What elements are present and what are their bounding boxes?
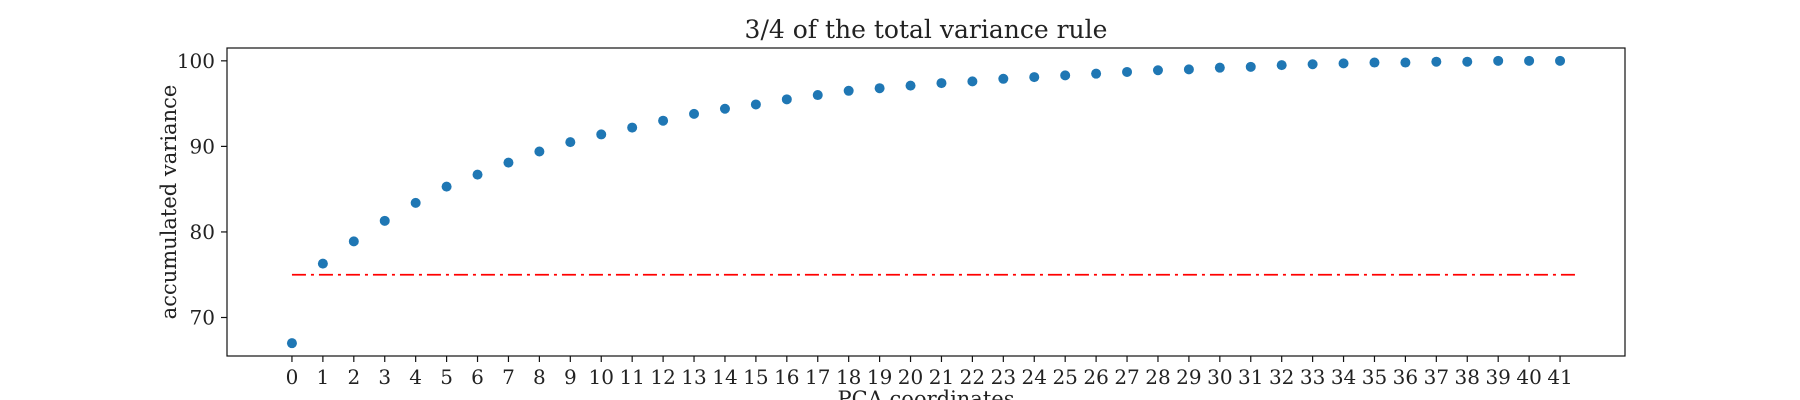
x-tick-label: 34 [1331, 365, 1356, 389]
data-point [503, 158, 513, 168]
x-tick-label: 1 [317, 365, 330, 389]
x-tick-label: 18 [836, 365, 861, 389]
data-point [473, 170, 483, 180]
x-tick-label: 14 [712, 365, 737, 389]
plot-area-frame [227, 48, 1625, 356]
data-point [1369, 58, 1379, 68]
data-point [875, 83, 885, 93]
data-point [844, 86, 854, 96]
data-point [813, 90, 823, 100]
x-tick-label: 26 [1083, 365, 1108, 389]
x-tick-label: 20 [898, 365, 923, 389]
x-tick-label: 12 [650, 365, 675, 389]
x-tick-label: 3 [378, 365, 391, 389]
x-tick-label: 28 [1145, 365, 1170, 389]
data-point [1029, 72, 1039, 82]
x-tick-label: 29 [1176, 365, 1201, 389]
data-point [287, 338, 297, 348]
x-tick-label: 21 [929, 365, 954, 389]
data-point [534, 147, 544, 157]
x-tick-label: 27 [1114, 365, 1139, 389]
data-point [1339, 58, 1349, 68]
x-tick-label: 36 [1393, 365, 1418, 389]
data-point [596, 129, 606, 139]
data-point [411, 198, 421, 208]
data-point [627, 123, 637, 133]
x-tick-label: 38 [1455, 365, 1480, 389]
data-point [720, 104, 730, 114]
data-point [658, 116, 668, 126]
x-tick-label: 23 [991, 365, 1016, 389]
chart-title: 3/4 of the total variance rule [745, 15, 1108, 44]
x-tick-label: 30 [1207, 365, 1232, 389]
data-point [1524, 56, 1534, 66]
y-axis-label: accumulated variance [157, 85, 181, 320]
data-point [1246, 62, 1256, 72]
x-tick-label: 33 [1300, 365, 1325, 389]
x-tick-label: 19 [867, 365, 892, 389]
x-axis-ticks: 0 1 2 3 4 5 6 7 8 9 10 11 12 13 14 15 16 17 18 19 20 21 22 23 24… [286, 356, 1573, 389]
data-point [1122, 67, 1132, 77]
data-point [1493, 56, 1503, 66]
x-tick-label: 39 [1485, 365, 1510, 389]
y-axis-ticks: 70 80 90 100 [177, 49, 227, 330]
data-point [1215, 63, 1225, 73]
data-point [380, 216, 390, 226]
data-point [1184, 64, 1194, 74]
data-point [998, 74, 1008, 84]
data-point [1277, 60, 1287, 70]
y-tick-label: 80 [190, 220, 215, 244]
x-tick-label: 16 [774, 365, 799, 389]
data-point [782, 94, 792, 104]
x-tick-label: 15 [743, 365, 768, 389]
data-point [1153, 65, 1163, 75]
x-tick-label: 35 [1362, 365, 1387, 389]
data-point [1462, 57, 1472, 67]
x-tick-label: 6 [471, 365, 484, 389]
x-tick-label: 10 [589, 365, 614, 389]
data-point [936, 78, 946, 88]
x-tick-label: 5 [440, 365, 453, 389]
data-point [906, 81, 916, 91]
x-tick-label: 2 [347, 365, 360, 389]
x-tick-label: 31 [1238, 365, 1263, 389]
x-tick-label: 41 [1547, 365, 1572, 389]
y-tick-label: 90 [190, 134, 215, 158]
data-point [1060, 70, 1070, 80]
x-tick-label: 7 [502, 365, 515, 389]
x-tick-label: 8 [533, 365, 546, 389]
data-point [1555, 56, 1565, 66]
data-point [751, 99, 761, 109]
data-point [565, 137, 575, 147]
data-point [442, 182, 452, 192]
x-tick-label: 25 [1052, 365, 1077, 389]
x-tick-label: 4 [409, 365, 422, 389]
data-point [967, 76, 977, 86]
data-point [1308, 59, 1318, 69]
x-tick-label: 22 [960, 365, 985, 389]
x-tick-label: 11 [619, 365, 644, 389]
y-tick-label: 100 [177, 49, 215, 73]
data-point [1091, 69, 1101, 79]
data-points-layer [287, 56, 1565, 348]
data-point [1431, 57, 1441, 67]
x-tick-label: 17 [805, 365, 830, 389]
x-tick-label: 0 [286, 365, 299, 389]
data-point [689, 109, 699, 119]
data-point [349, 236, 359, 246]
x-tick-label: 24 [1022, 365, 1047, 389]
x-axis-label: PCA coordinates [838, 387, 1015, 400]
x-tick-label: 9 [564, 365, 577, 389]
x-tick-label: 37 [1424, 365, 1449, 389]
x-tick-label: 40 [1516, 365, 1541, 389]
x-tick-label: 32 [1269, 365, 1294, 389]
x-tick-label: 13 [681, 365, 706, 389]
data-point [1400, 58, 1410, 68]
data-point [318, 259, 328, 269]
y-tick-label: 70 [190, 306, 215, 330]
